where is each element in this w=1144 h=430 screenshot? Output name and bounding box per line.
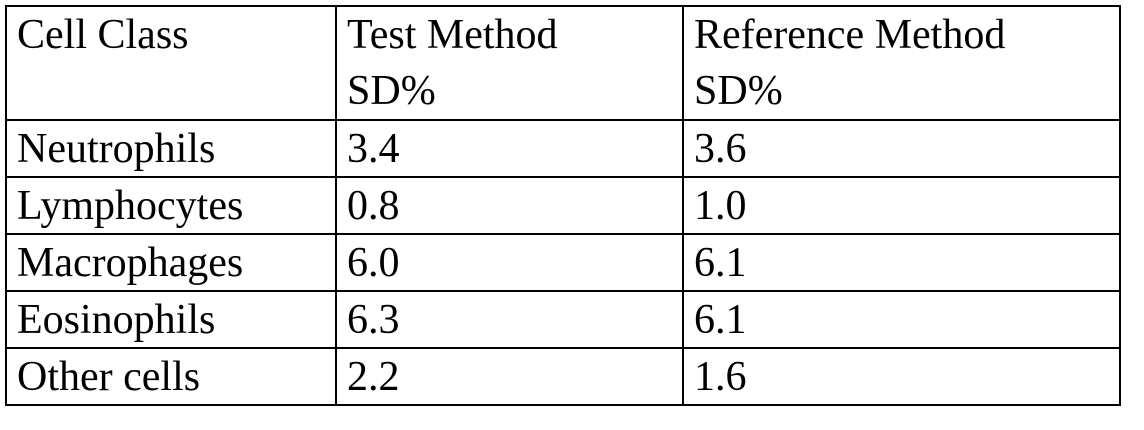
value-cell: 1.0 <box>682 177 1121 235</box>
table-row: Neutrophils 3.4 3.6 <box>5 120 1121 178</box>
table-row: Other cells 2.2 1.6 <box>5 348 1121 406</box>
table-row: Eosinophils 6.3 6.1 <box>5 291 1121 349</box>
row-label: Eosinophils <box>5 291 337 349</box>
value-cell: 1.6 <box>682 348 1121 406</box>
row-label: Other cells <box>5 348 337 406</box>
data-table: Cell Class Test Method Reference Method SD%… <box>5 5 1121 406</box>
value-cell: 6.1 <box>682 291 1121 349</box>
subheader-row: SD% SD% <box>5 63 1121 121</box>
row-label: Lymphocytes <box>5 177 337 235</box>
table-row: Macrophages 6.0 6.1 <box>5 234 1121 292</box>
value-cell: 6.1 <box>682 234 1121 292</box>
value-cell: 3.4 <box>335 120 684 178</box>
subheader-cell: SD% <box>682 63 1121 121</box>
subheader-cell: SD% <box>335 63 684 121</box>
table-row: Lymphocytes 0.8 1.0 <box>5 177 1121 235</box>
header-cell: Test Method <box>335 5 684 63</box>
value-cell: 0.8 <box>335 177 684 235</box>
header-cell: Cell Class <box>5 5 337 63</box>
header-row: Cell Class Test Method Reference Method <box>5 5 1121 63</box>
empty-cell <box>5 63 337 121</box>
row-label: Macrophages <box>5 234 337 292</box>
header-cell: Reference Method <box>682 5 1121 63</box>
value-cell: 6.0 <box>335 234 684 292</box>
value-cell: 3.6 <box>682 120 1121 178</box>
value-cell: 2.2 <box>335 348 684 406</box>
row-label: Neutrophils <box>5 120 337 178</box>
value-cell: 6.3 <box>335 291 684 349</box>
